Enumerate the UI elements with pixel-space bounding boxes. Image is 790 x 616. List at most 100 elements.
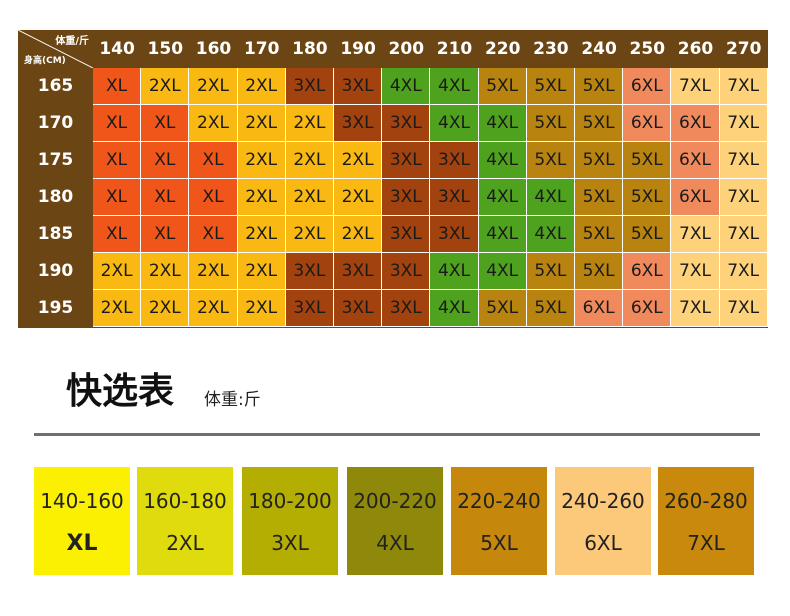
- size-cell: 2XL: [237, 105, 286, 142]
- size-cell: 2XL: [93, 253, 142, 290]
- weight-column-header: 210: [436, 39, 473, 59]
- size-cell: 5XL: [575, 142, 624, 179]
- weight-column-header: 230: [533, 39, 569, 59]
- size-label: XL: [66, 531, 98, 556]
- size-cell: 4XL: [478, 216, 527, 253]
- size-cell: 3XL: [334, 68, 383, 105]
- size-cell: 5XL: [526, 290, 575, 327]
- weight-column-header: 220: [484, 39, 521, 59]
- weight-range-label: 180-200: [248, 489, 332, 513]
- size-cell: 2XL: [285, 216, 334, 253]
- size-cell: 5XL: [478, 68, 527, 105]
- height-row-header: 175: [37, 150, 74, 170]
- weight-column-header: 180: [292, 39, 328, 59]
- size-cell: 2XL: [237, 68, 286, 105]
- size-cell: 2XL: [237, 179, 286, 216]
- size-cell: 2XL: [93, 290, 142, 327]
- size-cell: 3XL: [382, 216, 431, 253]
- size-cell: 3XL: [334, 253, 383, 290]
- height-axis-label: 身高(CM): [24, 56, 66, 66]
- size-label: 2XL: [166, 531, 204, 555]
- weight-column-header: 250: [629, 39, 666, 59]
- size-label: 4XL: [376, 531, 414, 555]
- size-cell: 2XL: [141, 68, 190, 105]
- size-cell: 6XL: [671, 105, 720, 142]
- size-cell: 2XL: [189, 290, 238, 327]
- size-cell: 3XL: [334, 105, 383, 142]
- weight-column-header: 150: [147, 39, 184, 59]
- size-cell: 5XL: [526, 105, 575, 142]
- size-cell: 4XL: [430, 68, 479, 105]
- weight-range-label: 160-180: [143, 489, 227, 513]
- size-cell: 4XL: [430, 105, 479, 142]
- size-cell: 3XL: [285, 68, 334, 105]
- size-cell: 5XL: [478, 290, 527, 327]
- height-row-header: 170: [37, 113, 74, 133]
- size-cell: 4XL: [478, 142, 527, 179]
- height-row-header: 180: [37, 187, 74, 207]
- height-row-header: 165: [37, 76, 74, 96]
- size-cell: 2XL: [334, 179, 383, 216]
- weight-column-header: 270: [725, 39, 762, 59]
- height-row-header: 195: [37, 298, 74, 318]
- size-cell: XL: [189, 142, 238, 179]
- size-cell: 3XL: [382, 105, 431, 142]
- weight-range-label: 260-280: [664, 489, 748, 513]
- size-cell: 3XL: [285, 253, 334, 290]
- quick-table-title: 快选表: [66, 371, 175, 412]
- size-cell: 5XL: [575, 253, 624, 290]
- size-cell: XL: [93, 216, 142, 253]
- size-cell: 4XL: [526, 179, 575, 216]
- size-cell: 5XL: [526, 142, 575, 179]
- size-cell: 5XL: [623, 179, 672, 216]
- size-cell: 3XL: [382, 142, 431, 179]
- size-label: 3XL: [271, 531, 309, 555]
- size-cell: 2XL: [189, 68, 238, 105]
- size-cell: XL: [141, 105, 190, 142]
- size-chart-table: 体重/斤 身高(CM) 140 150 160 170 180 190 200 210 220 2…: [18, 30, 768, 328]
- size-cell: 5XL: [575, 216, 624, 253]
- size-cell: 7XL: [719, 105, 768, 142]
- size-cell: 2XL: [189, 105, 238, 142]
- size-cell: 2XL: [285, 105, 334, 142]
- quick-select-box: 140-160 XL: [34, 467, 130, 575]
- size-cell: 3XL: [285, 290, 334, 327]
- quick-select-box: 200-220 4XL: [347, 467, 443, 575]
- weight-range-label: 140-160: [40, 489, 124, 513]
- size-cell: XL: [141, 142, 190, 179]
- size-cell: 7XL: [671, 253, 720, 290]
- quick-select-box: 180-200 3XL: [242, 467, 338, 575]
- quick-select-box: 160-180 2XL: [137, 467, 233, 575]
- size-cell: 2XL: [334, 142, 383, 179]
- size-cell: 7XL: [671, 216, 720, 253]
- size-cell: 4XL: [478, 253, 527, 290]
- size-cell: 2XL: [237, 216, 286, 253]
- size-cell: XL: [93, 105, 142, 142]
- quick-select-box: 220-240 5XL: [451, 467, 547, 575]
- weight-column-header: 200: [388, 39, 425, 59]
- size-cell: 7XL: [671, 68, 720, 105]
- size-cell: 2XL: [285, 179, 334, 216]
- size-cell: 5XL: [526, 253, 575, 290]
- quick-table-unit: 体重:斤: [204, 390, 261, 410]
- size-cell: 6XL: [575, 290, 624, 327]
- weight-column-header: 170: [243, 39, 280, 59]
- quick-select-box: 260-280 7XL: [658, 467, 754, 575]
- size-cell: 2XL: [141, 253, 190, 290]
- size-cell: 5XL: [623, 142, 672, 179]
- table-corner-header: 体重/斤 身高(CM): [18, 30, 93, 68]
- size-cell: 4XL: [526, 216, 575, 253]
- size-cell: 6XL: [623, 253, 672, 290]
- size-cell: 4XL: [478, 105, 527, 142]
- size-label: 6XL: [584, 531, 622, 555]
- size-cell: 5XL: [575, 179, 624, 216]
- size-cell: 7XL: [719, 290, 768, 327]
- size-cell: 7XL: [719, 68, 768, 105]
- size-cell: XL: [93, 68, 142, 105]
- size-label: 5XL: [480, 531, 518, 555]
- size-cell: 4XL: [430, 253, 479, 290]
- size-cell: 2XL: [237, 290, 286, 327]
- size-cell: 6XL: [623, 290, 672, 327]
- size-cell: XL: [141, 179, 190, 216]
- size-cell: 3XL: [430, 179, 479, 216]
